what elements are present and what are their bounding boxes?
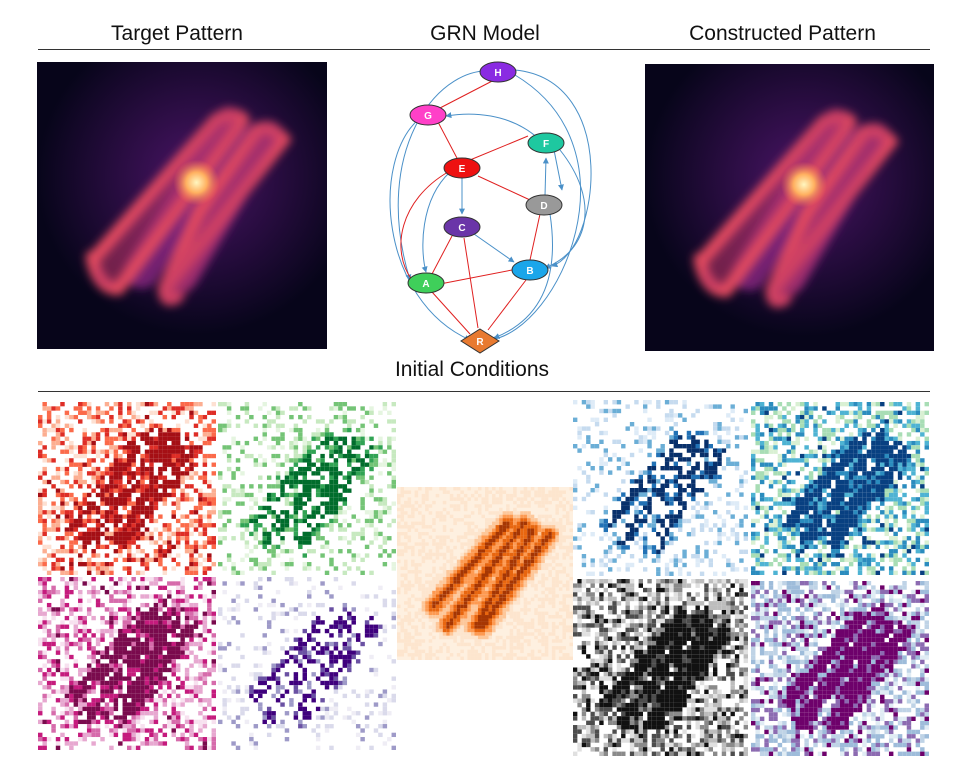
grn-edge [489, 74, 581, 343]
grn-node-h-shape [479, 61, 517, 83]
grn-model-diagram: H G F E D C B A R [389, 61, 592, 354]
grn-node-g-label: G [424, 111, 432, 122]
grn-edge [431, 235, 453, 275]
initial-condition-blue [573, 400, 748, 576]
grn-node-e-shape [443, 157, 481, 179]
grn-edge [400, 171, 449, 281]
grn-edge [445, 112, 541, 141]
grn-edge [553, 149, 564, 191]
grn-node-a: A [407, 272, 445, 294]
top-divider [38, 49, 930, 50]
grn-node-g: G [409, 104, 447, 126]
initial-condition-orange [397, 487, 573, 660]
grn-edge [463, 237, 479, 329]
initial-condition-bupu-texture [751, 581, 929, 756]
grn-node-h-label: H [494, 68, 501, 79]
grn-node-d-label: D [540, 201, 547, 212]
target-pattern-image [37, 62, 327, 349]
initial-condition-pink-texture [38, 577, 216, 750]
initial-condition-grey-texture [573, 579, 748, 756]
grn-edge [473, 233, 515, 263]
grn-edge [544, 149, 586, 269]
initial-condition-teal [751, 402, 929, 575]
grn-edge [431, 291, 471, 335]
grn-node-f-shape [527, 132, 565, 154]
grn-node-d: D [525, 194, 563, 216]
grn-node-b-shape [511, 259, 549, 281]
initial-condition-red-texture [38, 402, 216, 575]
grn-node-f-label: F [543, 139, 549, 150]
grn-edge [529, 213, 541, 261]
grn-node-c-label: C [458, 223, 465, 234]
grn-node-a-shape [407, 272, 445, 294]
grn-node-e: E [443, 157, 481, 179]
initial-condition-green [218, 402, 396, 575]
initial-condition-teal-texture [751, 402, 929, 575]
grn-node-e-label: E [459, 164, 466, 175]
target-pattern-title: Target Pattern [111, 22, 243, 45]
grn-node-c: C [443, 216, 481, 238]
initial-condition-grey [573, 579, 748, 756]
initial-condition-green-texture [218, 402, 396, 575]
grn-node-h: H [479, 61, 517, 83]
grn-node-b-label: B [526, 266, 533, 277]
grn-node-r-label: R [476, 337, 484, 348]
grn-model-title: GRN Model [430, 22, 540, 45]
grn-edge [487, 279, 527, 331]
initial-condition-blue-texture [573, 400, 748, 576]
grn-edge [493, 213, 553, 339]
grn-node-r-shape [460, 328, 500, 354]
grn-edge [542, 157, 549, 197]
grn-node-g-shape [409, 104, 447, 126]
initial-condition-bupu [751, 581, 929, 756]
initial-condition-pink [38, 577, 216, 750]
initial-condition-purple-texture [218, 577, 396, 750]
grn-node-f: F [527, 132, 565, 154]
grn-edge [439, 77, 499, 109]
grn-node-b: B [511, 259, 549, 281]
grn-edge [439, 269, 513, 285]
grn-edge [389, 117, 471, 341]
initial-condition-orange-texture [397, 487, 573, 660]
grn-edge [421, 171, 451, 273]
constructed-pattern-image [645, 64, 934, 351]
initial-conditions-title: Initial Conditions [394, 358, 550, 381]
middle-divider [38, 391, 930, 392]
initial-condition-red [38, 402, 216, 575]
grn-edge [397, 70, 499, 281]
constructed-pattern-title: Constructed Pattern [689, 22, 876, 45]
grn-edge [469, 135, 529, 161]
grn-edge [437, 121, 459, 161]
grn-node-r: R [460, 328, 500, 354]
grn-node-c-shape [443, 216, 481, 238]
grn-node-a-label: A [422, 279, 429, 290]
grn-edge [477, 175, 531, 201]
grn-node-d-shape [525, 194, 563, 216]
initial-condition-purple [218, 577, 396, 750]
